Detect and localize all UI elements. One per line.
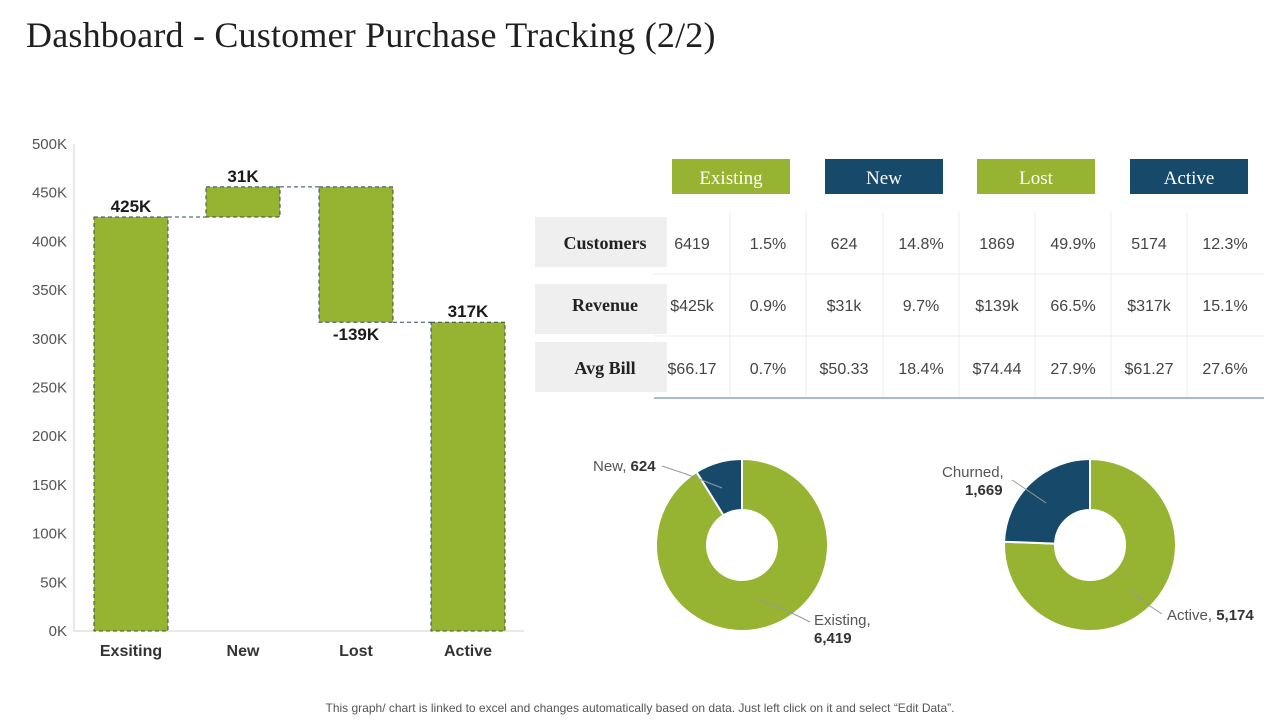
page-title: Dashboard - Customer Purchase Tracking (… <box>26 15 716 55</box>
waterfall-chart: 0K 50K 100K 150K 200K 250K 300K 350K 400K 450K 500… <box>32 136 524 660</box>
table-cell: $317k <box>1127 298 1172 315</box>
x-tick-label: New <box>227 643 260 660</box>
waterfall-value-label: 425K <box>111 197 152 216</box>
donut-label-existing: Existing, 6,419 <box>814 612 871 647</box>
footnote: This graph/ chart is linked to excel and… <box>325 701 955 715</box>
group-header-label: Lost <box>1019 168 1054 189</box>
table-cell: 0.9% <box>750 298 786 315</box>
x-tick-label: Active <box>444 643 492 660</box>
donut-leader-line <box>661 465 723 489</box>
donut-label-active: Active, 5,174 <box>1167 607 1254 624</box>
table-cell: $61.27 <box>1125 361 1174 378</box>
y-tick-label: 400K <box>32 233 67 250</box>
group-header-lost <box>977 159 1095 194</box>
table-cell: 1869 <box>979 236 1015 253</box>
waterfall-value-label: 31K <box>227 167 259 186</box>
y-tick-label: 500K <box>32 136 67 153</box>
row-label-box <box>535 217 667 267</box>
donut-label-name: Existing <box>814 612 867 629</box>
table-cell: 12.3% <box>1202 236 1247 253</box>
metrics-table: Existing New Lost Active Customers 6419 1.5% 62… <box>535 159 1264 399</box>
group-header-label: Existing <box>699 168 763 189</box>
donut-leader-line <box>1129 589 1163 615</box>
group-header-active <box>1130 159 1248 194</box>
table-cell: 14.8% <box>898 236 943 253</box>
table-cell: 1.5% <box>750 236 786 253</box>
table-cell: 6419 <box>674 236 710 253</box>
donut-slice-existing <box>655 457 829 632</box>
donut-label-name: Active <box>1167 607 1208 624</box>
table-cell: 9.7% <box>903 298 939 315</box>
donut-leader-line <box>759 599 811 623</box>
table-cell: $74.44 <box>973 361 1022 378</box>
table-cell: 66.5% <box>1050 298 1095 315</box>
group-header-new <box>825 159 943 194</box>
waterfall-value-label: -139K <box>333 325 380 344</box>
donut-slice-churned <box>1003 457 1091 545</box>
y-tick-label: 450K <box>32 185 67 202</box>
y-tick-label: 250K <box>32 380 67 397</box>
donut-chart-1: New, 624 Existing, 6,419 <box>593 457 871 647</box>
table-cell: 49.9% <box>1050 236 1095 253</box>
table-cell: $139k <box>975 298 1020 315</box>
donut-label-separator: , <box>1208 607 1216 624</box>
y-tick-label: 150K <box>32 477 67 494</box>
donut-label-value: 624 <box>631 458 657 475</box>
y-tick-label: 350K <box>32 282 67 299</box>
donut-label-value: 5,174 <box>1216 607 1254 624</box>
row-label-avg-bill: Avg Bill <box>574 358 635 378</box>
table-cell: 624 <box>831 236 858 253</box>
row-label-box <box>535 342 667 392</box>
donut-leader-line <box>1011 479 1047 504</box>
y-tick-label: 50K <box>40 574 67 591</box>
group-header-label: New <box>866 168 902 189</box>
table-cell: $31k <box>827 298 863 315</box>
donut-label-new: New, 624 <box>593 458 656 475</box>
waterfall-bar-exsiting <box>93 216 169 632</box>
x-tick-label: Exsiting <box>100 643 162 660</box>
waterfall-bar-active <box>430 321 506 632</box>
group-header-existing <box>672 159 790 194</box>
row-label-box <box>535 284 667 334</box>
table-cell: 27.6% <box>1202 361 1247 378</box>
table-cell: 0.7% <box>750 361 786 378</box>
y-tick-label: 0K <box>49 623 67 640</box>
donut-label-name: New <box>593 458 623 475</box>
x-tick-label: Lost <box>339 643 373 660</box>
row-label-revenue: Revenue <box>572 295 638 315</box>
row-label-customers: Customers <box>564 233 647 253</box>
table-cell: $50.33 <box>820 361 869 378</box>
donut-label-churned: Churned, 1,669 <box>942 464 1004 499</box>
donut-slice-active <box>1003 457 1177 632</box>
donut-label-separator: , <box>1000 464 1004 481</box>
donut-label-name: Churned <box>942 464 1000 481</box>
y-tick-label: 200K <box>32 428 67 445</box>
donut-label-separator: , <box>622 458 630 475</box>
table-cell: $425k <box>670 298 715 315</box>
y-tick-label: 300K <box>32 331 67 348</box>
waterfall-value-label: 317K <box>448 302 489 321</box>
group-header-label: Active <box>1164 168 1215 189</box>
donut-label-separator: , <box>867 612 871 629</box>
table-cell: 5174 <box>1131 236 1167 253</box>
table-cell: $66.17 <box>668 361 717 378</box>
table-cell: 15.1% <box>1202 298 1247 315</box>
waterfall-bar-lost <box>318 186 394 323</box>
donut-label-value: 1,669 <box>965 482 1003 499</box>
y-tick-label: 100K <box>32 526 67 543</box>
donut-label-value: 6,419 <box>814 630 852 647</box>
waterfall-bar-new <box>205 186 281 218</box>
table-cell: 18.4% <box>898 361 943 378</box>
table-cell: 27.9% <box>1050 361 1095 378</box>
